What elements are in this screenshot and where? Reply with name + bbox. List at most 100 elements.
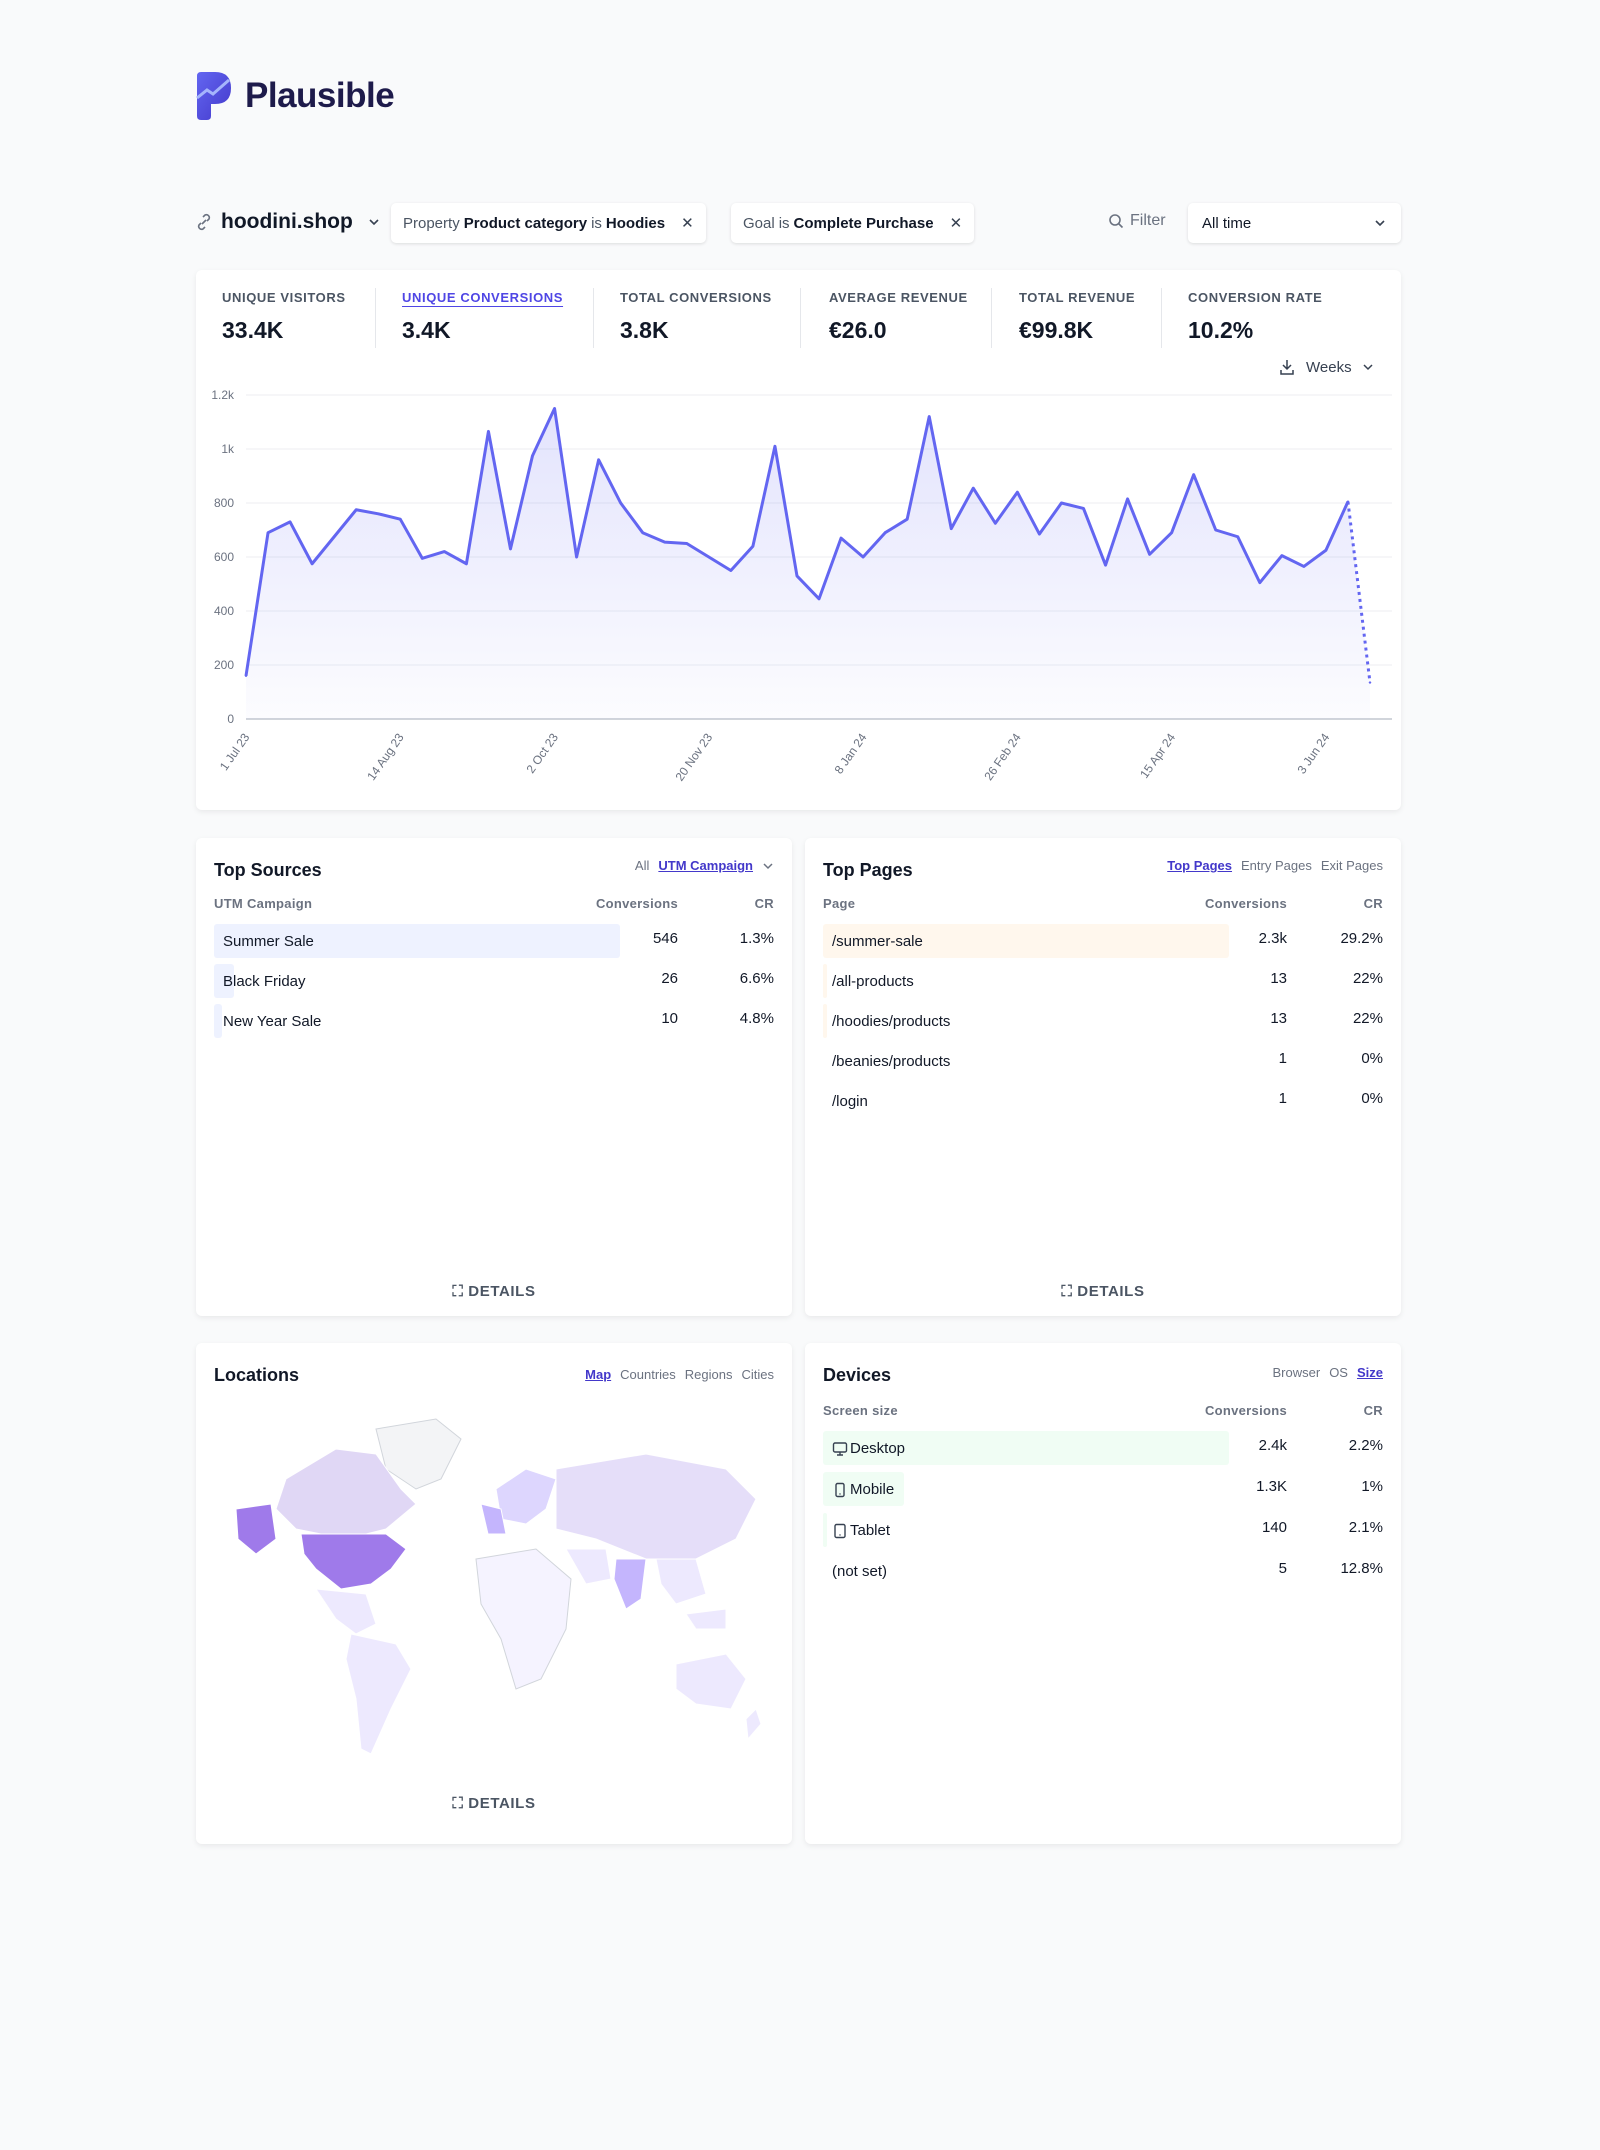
metric-unique-visitors[interactable]: UNIQUE VISITORS 33.4K: [222, 290, 346, 344]
metric-total-revenue[interactable]: TOTAL REVENUE €99.8K: [1019, 290, 1135, 344]
data-point[interactable]: [1038, 532, 1041, 536]
data-point[interactable]: [1368, 681, 1372, 684]
filter-chip-goal[interactable]: Goal is Complete Purchase ✕: [731, 203, 975, 243]
tab-top-pages[interactable]: Top Pages: [1167, 858, 1233, 873]
tab-cities[interactable]: Cities: [741, 1367, 774, 1382]
tab-countries[interactable]: Countries: [620, 1367, 676, 1382]
data-point[interactable]: [773, 445, 777, 448]
data-point[interactable]: [1148, 553, 1151, 556]
world-map[interactable]: [226, 1409, 766, 1779]
tab-exit-pages[interactable]: Exit Pages: [1320, 858, 1383, 873]
list-item[interactable]: /beanies/products 1 0%: [823, 1044, 1383, 1078]
data-point[interactable]: [421, 557, 424, 560]
tab-utm-campaign[interactable]: UTM Campaign: [658, 858, 753, 873]
data-point[interactable]: [817, 597, 821, 601]
data-point[interactable]: [465, 562, 468, 565]
download-icon[interactable]: [1278, 358, 1296, 376]
close-icon[interactable]: ✕: [681, 215, 694, 232]
column-header-conversions[interactable]: Conversions: [595, 896, 678, 911]
data-point[interactable]: [905, 518, 909, 521]
data-point[interactable]: [1060, 501, 1063, 505]
list-item[interactable]: Desktop 2.4k 2.2%: [823, 1431, 1383, 1465]
data-point[interactable]: [685, 542, 688, 545]
data-point[interactable]: [663, 540, 666, 544]
metric-conversion-rate[interactable]: CONVERSION RATE 10.2%: [1188, 290, 1322, 344]
data-point[interactable]: [597, 458, 600, 461]
tab-all[interactable]: All: [634, 858, 650, 873]
data-point[interactable]: [399, 518, 402, 521]
data-point[interactable]: [310, 562, 314, 565]
data-point[interactable]: [443, 550, 446, 553]
data-point[interactable]: [1126, 497, 1129, 501]
data-point[interactable]: [1324, 549, 1328, 552]
data-point[interactable]: [950, 527, 953, 530]
data-point[interactable]: [707, 555, 711, 559]
data-point[interactable]: [1236, 535, 1239, 538]
column-header-conversions[interactable]: Conversions: [1204, 1403, 1287, 1418]
filter-chip-product-category[interactable]: Property Product category is Hoodies ✕: [391, 203, 706, 243]
list-item[interactable]: Summer Sale 546 1.3%: [214, 924, 774, 958]
close-icon[interactable]: ✕: [949, 215, 963, 232]
data-point[interactable]: [332, 535, 336, 538]
data-point[interactable]: [619, 501, 622, 505]
list-item[interactable]: /login 1 0%: [823, 1084, 1383, 1118]
data-point[interactable]: [1170, 531, 1173, 534]
logo[interactable]: Plausible: [195, 72, 395, 120]
details-button[interactable]: ⛶ DETAILS: [452, 1283, 536, 1300]
data-point[interactable]: [1302, 565, 1306, 568]
data-point[interactable]: [972, 486, 975, 490]
tab-regions[interactable]: Regions: [684, 1367, 733, 1382]
data-point[interactable]: [288, 520, 292, 524]
tab-size[interactable]: Size: [1356, 1365, 1383, 1380]
data-point[interactable]: [1214, 528, 1217, 532]
column-header-cr[interactable]: CR: [1363, 1403, 1383, 1418]
data-point[interactable]: [1016, 491, 1019, 494]
column-header-cr[interactable]: CR: [1363, 896, 1383, 911]
data-point[interactable]: [795, 574, 799, 578]
period-select[interactable]: All time: [1188, 203, 1401, 243]
data-point[interactable]: [1192, 473, 1195, 476]
column-header-cr[interactable]: CR: [754, 896, 774, 911]
data-point[interactable]: [266, 531, 270, 534]
interval-select[interactable]: Weeks: [1278, 358, 1374, 376]
list-item[interactable]: /hoodies/products 13 22%: [823, 1004, 1383, 1038]
data-point[interactable]: [861, 555, 865, 559]
filter-button[interactable]: Filter: [1108, 212, 1166, 230]
details-button[interactable]: ⛶ DETAILS: [1061, 1283, 1145, 1300]
list-item[interactable]: (not set) 5 12.8%: [823, 1554, 1383, 1588]
data-point[interactable]: [553, 407, 556, 410]
data-point[interactable]: [487, 430, 490, 433]
data-point[interactable]: [1280, 554, 1284, 557]
data-point[interactable]: [1346, 500, 1350, 503]
data-point[interactable]: [244, 674, 248, 677]
list-item[interactable]: New Year Sale 10 4.8%: [214, 1004, 774, 1038]
list-item[interactable]: /summer-sale 2.3k 29.2%: [823, 924, 1383, 958]
data-point[interactable]: [928, 415, 931, 418]
chevron-down-icon[interactable]: [762, 860, 774, 872]
data-point[interactable]: [994, 522, 997, 525]
data-point[interactable]: [354, 508, 358, 511]
data-point[interactable]: [1104, 563, 1107, 567]
list-item[interactable]: Black Friday 26 6.6%: [214, 964, 774, 998]
data-point[interactable]: [729, 569, 733, 572]
list-item[interactable]: Tablet 140 2.1%: [823, 1513, 1383, 1547]
data-point[interactable]: [575, 555, 578, 559]
metric-unique-conversions[interactable]: UNIQUE CONVERSIONS 3.4K: [402, 290, 563, 344]
metric-total-conversions[interactable]: TOTAL CONVERSIONS 3.8K: [620, 290, 772, 344]
list-item[interactable]: Mobile 1.3K 1%: [823, 1472, 1383, 1506]
data-point[interactable]: [1082, 507, 1085, 510]
data-point[interactable]: [751, 545, 755, 548]
data-point[interactable]: [641, 531, 644, 534]
metric-average-revenue[interactable]: AVERAGE REVENUE €26.0: [829, 290, 968, 344]
details-button[interactable]: ⛶ DETAILS: [452, 1795, 536, 1812]
tab-entry-pages[interactable]: Entry Pages: [1241, 858, 1312, 873]
data-point[interactable]: [883, 531, 887, 534]
tab-map[interactable]: Map: [585, 1367, 612, 1382]
list-item[interactable]: /all-products 13 22%: [823, 964, 1383, 998]
data-point[interactable]: [839, 536, 843, 540]
tab-browser[interactable]: Browser: [1272, 1365, 1321, 1380]
data-point[interactable]: [531, 454, 534, 457]
data-point[interactable]: [1258, 581, 1262, 584]
data-point[interactable]: [509, 547, 512, 551]
data-point[interactable]: [377, 512, 380, 515]
